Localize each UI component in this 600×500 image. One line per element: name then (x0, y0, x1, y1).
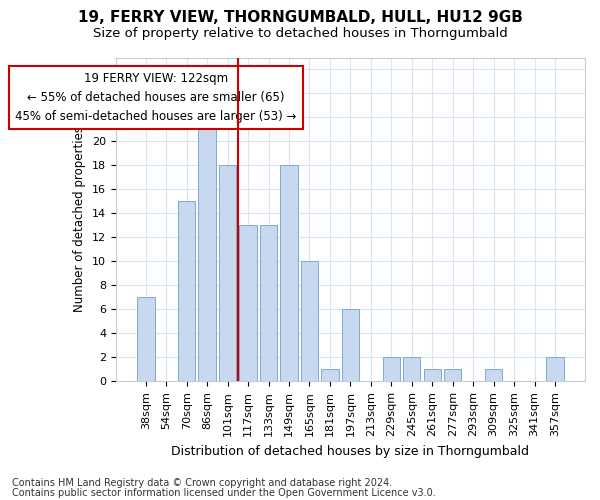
Bar (280, 166, 298, 382)
Bar (321, 370, 338, 382)
Bar (199, 130, 216, 382)
Bar (260, 226, 277, 382)
Bar (485, 370, 502, 382)
Bar (178, 202, 196, 382)
Bar (301, 262, 318, 382)
Bar (444, 370, 461, 382)
Text: 19 FERRY VIEW: 122sqm
← 55% of detached houses are smaller (65)
45% of semi-deta: 19 FERRY VIEW: 122sqm ← 55% of detached … (16, 72, 297, 123)
Bar (219, 166, 236, 382)
X-axis label: Distribution of detached houses by size in Thorngumbald: Distribution of detached houses by size … (172, 444, 529, 458)
Bar (239, 226, 257, 382)
Bar (546, 358, 563, 382)
Bar (403, 358, 421, 382)
Y-axis label: Number of detached properties: Number of detached properties (73, 126, 86, 312)
Text: 19, FERRY VIEW, THORNGUMBALD, HULL, HU12 9GB: 19, FERRY VIEW, THORNGUMBALD, HULL, HU12… (77, 10, 523, 25)
Bar (383, 358, 400, 382)
Bar (137, 298, 155, 382)
Bar (342, 310, 359, 382)
Text: Contains HM Land Registry data © Crown copyright and database right 2024.: Contains HM Land Registry data © Crown c… (12, 478, 392, 488)
Bar (424, 370, 441, 382)
Text: Size of property relative to detached houses in Thorngumbald: Size of property relative to detached ho… (92, 28, 508, 40)
Text: Contains public sector information licensed under the Open Government Licence v3: Contains public sector information licen… (12, 488, 436, 498)
